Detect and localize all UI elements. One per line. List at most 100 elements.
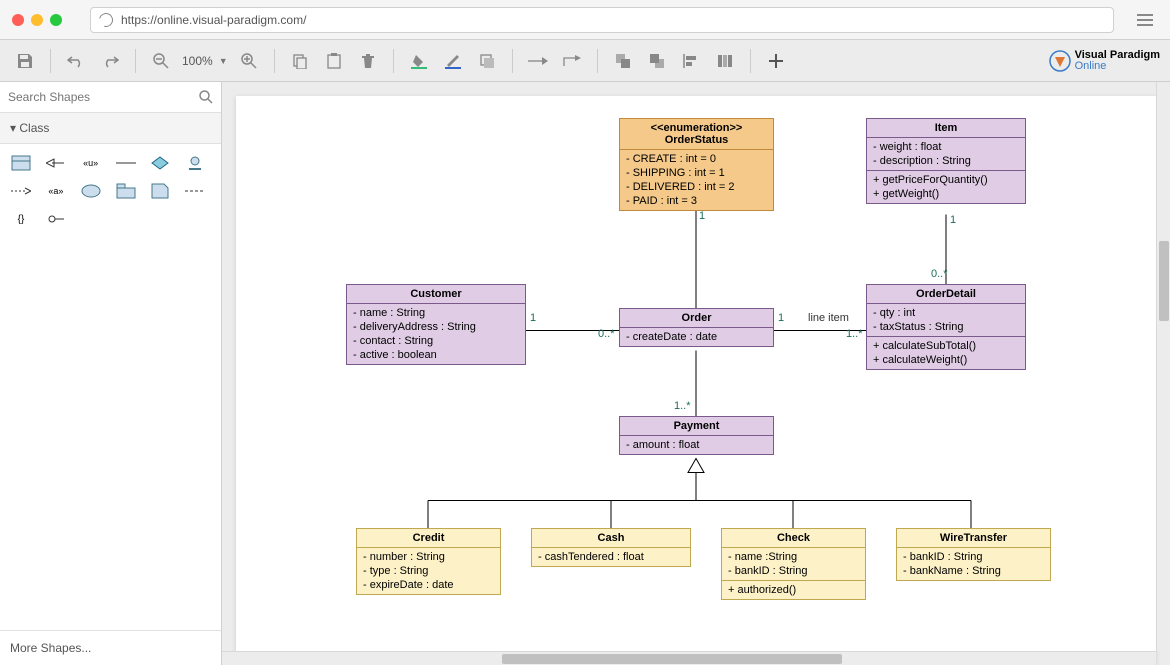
- class-order[interactable]: Order- createDate : date: [619, 308, 774, 347]
- search-shapes[interactable]: [0, 82, 221, 113]
- class-title: Cash: [532, 529, 690, 548]
- palette-dependency-icon[interactable]: [10, 182, 32, 200]
- mult-order-1: 1: [778, 312, 784, 324]
- mult-orderdetail-0many: 0..*: [931, 268, 948, 280]
- palette-dash-icon[interactable]: [184, 182, 206, 200]
- save-button[interactable]: [10, 46, 40, 76]
- class-attributes: - cashTendered : float: [532, 548, 690, 566]
- undo-button[interactable]: [61, 46, 91, 76]
- palette-generalization-icon[interactable]: [45, 154, 67, 172]
- logo-line1: Visual Paradigm: [1075, 50, 1160, 61]
- class-orderStatus[interactable]: <<enumeration>>OrderStatus- CREATE : int…: [619, 118, 774, 211]
- palette-note-icon[interactable]: [149, 182, 171, 200]
- toolbar: 100% ▼ Visual Paradigm Online: [0, 40, 1170, 82]
- class-attributes: - createDate : date: [620, 328, 773, 346]
- mult-customer-1: 1: [530, 312, 536, 324]
- search-icon: [199, 90, 213, 104]
- palette-diamond-icon[interactable]: [149, 154, 171, 172]
- traffic-lights: [12, 14, 62, 26]
- paste-button[interactable]: [319, 46, 349, 76]
- class-title: WireTransfer: [897, 529, 1050, 548]
- palette-interface-icon[interactable]: [184, 154, 206, 172]
- mult-orderstatus-order-1: 1: [699, 210, 705, 222]
- sidebar: ▾ Class «u» «a» {} More Shapes...: [0, 82, 222, 665]
- zoom-dropdown-icon[interactable]: ▼: [219, 56, 228, 66]
- class-title: <<enumeration>>OrderStatus: [620, 119, 773, 150]
- browser-bar: https://online.visual-paradigm.com/: [0, 0, 1170, 40]
- canvas-wrap: 1 1 0..* 1 0..* 1 1..* line item 1..* <<…: [222, 82, 1170, 665]
- palette-usage-icon[interactable]: «u»: [80, 154, 102, 172]
- class-title: OrderDetail: [867, 285, 1025, 304]
- class-operations: + calculateSubTotal()+ calculateWeight(): [867, 337, 1025, 369]
- class-attributes: - amount : float: [620, 436, 773, 454]
- mult-payment-1many: 1..*: [674, 400, 691, 412]
- class-payment[interactable]: Payment- amount : float: [619, 416, 774, 455]
- fill-color-button[interactable]: [404, 46, 434, 76]
- shadow-button[interactable]: [472, 46, 502, 76]
- main: ▾ Class «u» «a» {} More Shapes...: [0, 82, 1170, 665]
- palette-ellipse-icon[interactable]: [80, 182, 102, 200]
- palette-package-icon[interactable]: [115, 182, 137, 200]
- search-input[interactable]: [8, 90, 199, 104]
- mult-orderdetail-1many: 1..*: [846, 328, 863, 340]
- mult-order-0many: 0..*: [598, 328, 615, 340]
- class-item[interactable]: Item- weight : float- description : Stri…: [866, 118, 1026, 204]
- class-attributes: - qty : int- taxStatus : String: [867, 304, 1025, 337]
- class-cash[interactable]: Cash- cashTendered : float: [531, 528, 691, 567]
- palette-line-icon[interactable]: [115, 154, 137, 172]
- more-shapes-button[interactable]: More Shapes...: [0, 630, 221, 665]
- class-operations: + authorized(): [722, 581, 865, 599]
- logo-line2: Online: [1075, 61, 1160, 72]
- class-attributes: - number : String- type : String- expire…: [357, 548, 500, 594]
- copy-button[interactable]: [285, 46, 315, 76]
- brand-logo[interactable]: Visual Paradigm Online: [1049, 50, 1160, 72]
- scrollbar-vertical[interactable]: [1156, 82, 1170, 651]
- delete-button[interactable]: [353, 46, 383, 76]
- class-attributes: - weight : float- description : String: [867, 138, 1025, 171]
- redo-button[interactable]: [95, 46, 125, 76]
- mult-item-1: 1: [950, 214, 956, 226]
- class-title: Payment: [620, 417, 773, 436]
- to-back-button[interactable]: [642, 46, 672, 76]
- zoom-level[interactable]: 100%: [182, 54, 213, 68]
- class-title: Customer: [347, 285, 525, 304]
- url-bar[interactable]: https://online.visual-paradigm.com/: [90, 7, 1114, 33]
- minimize-window-icon[interactable]: [31, 14, 43, 26]
- maximize-window-icon[interactable]: [50, 14, 62, 26]
- canvas[interactable]: 1 1 0..* 1 0..* 1 1..* line item 1..* <<…: [236, 96, 1156, 665]
- class-attributes: - name : String- deliveryAddress : Strin…: [347, 304, 525, 364]
- reload-icon[interactable]: [96, 10, 115, 29]
- shape-palette: «u» «a» {}: [0, 144, 221, 238]
- class-title: Order: [620, 309, 773, 328]
- add-button[interactable]: [761, 46, 791, 76]
- palette-lollipop-icon[interactable]: [45, 210, 67, 228]
- connector-style-button[interactable]: [557, 46, 587, 76]
- category-class[interactable]: ▾ Class: [0, 113, 221, 144]
- class-title: Credit: [357, 529, 500, 548]
- class-title: Check: [722, 529, 865, 548]
- zoom-in-button[interactable]: [234, 46, 264, 76]
- palette-constraint-icon[interactable]: {}: [10, 210, 32, 228]
- class-operations: + getPriceForQuantity()+ getWeight(): [867, 171, 1025, 203]
- class-check[interactable]: Check- name :String- bankID : String+ au…: [721, 528, 866, 600]
- class-credit[interactable]: Credit- number : String- type : String- …: [356, 528, 501, 595]
- class-orderDetail[interactable]: OrderDetail- qty : int- taxStatus : Stri…: [866, 284, 1026, 370]
- distribute-button[interactable]: [710, 46, 740, 76]
- close-window-icon[interactable]: [12, 14, 24, 26]
- class-wireTransfer[interactable]: WireTransfer- bankID : String- bankName …: [896, 528, 1051, 581]
- connector-end-button[interactable]: [523, 46, 553, 76]
- class-attributes: - name :String- bankID : String: [722, 548, 865, 581]
- class-customer[interactable]: Customer- name : String- deliveryAddress…: [346, 284, 526, 365]
- palette-class-icon[interactable]: [10, 154, 32, 172]
- to-front-button[interactable]: [608, 46, 638, 76]
- menu-icon[interactable]: [1132, 9, 1158, 31]
- assoc-label-lineitem: line item: [808, 312, 849, 324]
- palette-abstraction-icon[interactable]: «a»: [45, 182, 67, 200]
- zoom-out-button[interactable]: [146, 46, 176, 76]
- align-button[interactable]: [676, 46, 706, 76]
- line-color-button[interactable]: [438, 46, 468, 76]
- scrollbar-horizontal[interactable]: [222, 651, 1156, 665]
- url-text: https://online.visual-paradigm.com/: [121, 13, 306, 27]
- class-attributes: - CREATE : int = 0- SHIPPING : int = 1- …: [620, 150, 773, 210]
- class-title: Item: [867, 119, 1025, 138]
